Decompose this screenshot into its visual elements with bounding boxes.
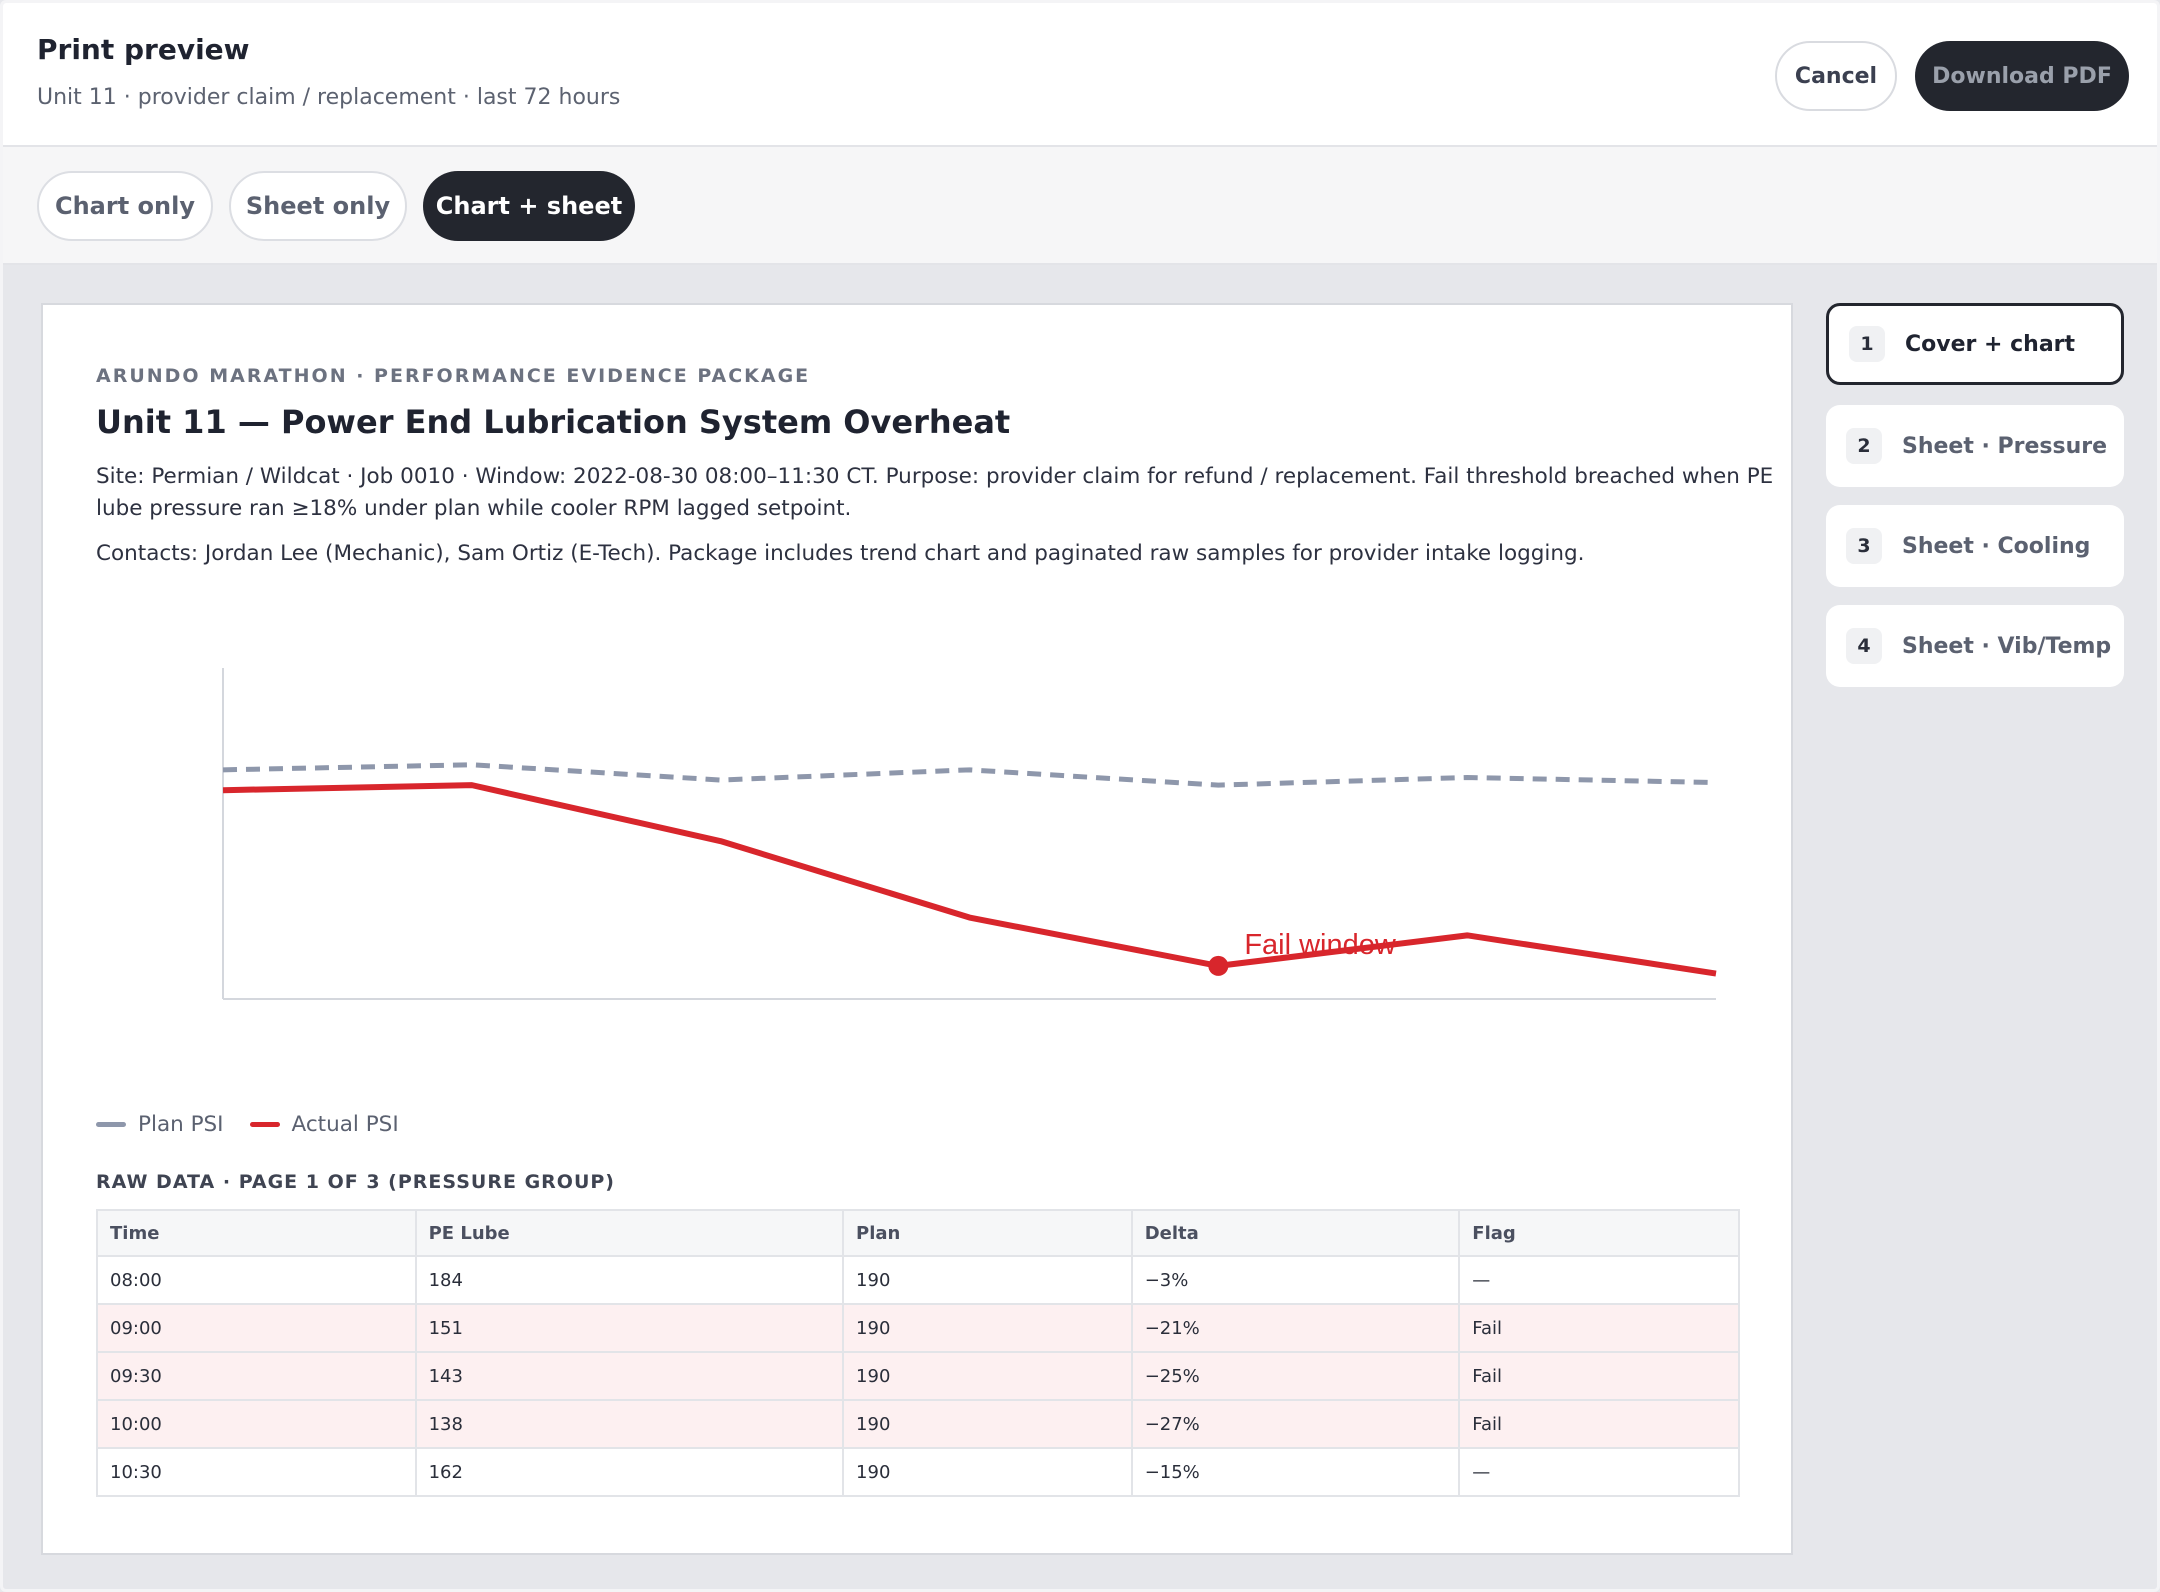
page-number-badge: 2 [1846,428,1882,464]
legend-item-plan: Plan PSI [96,1112,224,1137]
page-number-badge: 4 [1846,628,1882,664]
cell-time: 08:00 [96,1255,417,1305]
cell-pe-lube: 143 [414,1351,845,1401]
cell-time: 10:30 [96,1447,417,1497]
sidebar-item-cover-chart[interactable]: 1 Cover + chart [1826,303,2124,385]
table-header-row: Time PE Lube Plan Delta Flag [96,1209,1740,1257]
column-header-plan: Plan [842,1209,1133,1257]
document-page: ARUNDO MARATHON · PERFORMANCE EVIDENCE P… [41,303,1793,1555]
column-header-flag: Flag [1458,1209,1740,1257]
cell-plan: 190 [842,1303,1133,1353]
page-title: Print preview [37,33,250,66]
series-line-actual-psi [222,782,1717,977]
table-row: 08:00 184 190 −3% — [96,1255,1740,1305]
sidebar-item-label: Sheet · Vib/Temp [1902,633,2112,659]
column-header-time: Time [96,1209,417,1257]
cell-delta: −21% [1130,1303,1461,1353]
cell-pe-lube: 138 [414,1399,845,1449]
cell-flag: — [1458,1447,1740,1497]
cell-delta: −15% [1130,1447,1461,1497]
legend-swatch-plan [96,1121,126,1127]
page-subtitle: Unit 11 · provider claim / replacement ·… [37,85,621,110]
document-description: Site: Permian / Wildcat · Job 0010 · Win… [96,464,1774,521]
cell-plan: 190 [842,1447,1133,1497]
sidebar-item-label: Cover + chart [1905,331,2076,357]
cell-pe-lube: 151 [414,1303,845,1353]
cancel-button[interactable]: Cancel [1775,41,1897,111]
series-line-plan-psi [222,762,1717,788]
tab-chart-plus-sheet[interactable]: Chart + sheet [423,171,635,241]
document-eyebrow: ARUNDO MARATHON · PERFORMANCE EVIDENCE P… [96,365,811,387]
tab-chart-only[interactable]: Chart only [37,171,213,241]
table-row: 09:00 151 190 −21% Fail [96,1303,1740,1353]
sidebar-item-sheet-cooling[interactable]: 3 Sheet · Cooling [1826,505,2124,587]
cell-plan: 190 [842,1255,1133,1305]
sidebar-item-sheet-vib-temp[interactable]: 4 Sheet · Vib/Temp [1826,605,2124,687]
legend-label-actual: Actual PSI [291,1111,399,1137]
page-number-badge: 1 [1849,326,1885,362]
document-title: Unit 11 — Power End Lubrication System O… [96,403,1011,441]
cell-pe-lube: 162 [414,1447,845,1497]
sidebar-item-label: Sheet · Pressure [1902,433,2108,459]
cell-flag: Fail [1458,1351,1740,1401]
sidebar-item-label: Sheet · Cooling [1902,533,2091,559]
legend-swatch-actual [249,1121,280,1127]
chart-legend: Plan PSI Actual PSI [96,1109,425,1139]
raw-data-title: RAW DATA · PAGE 1 OF 3 (PRESSURE GROUP) [96,1171,615,1193]
table-row: 10:00 138 190 −27% Fail [96,1399,1740,1449]
cell-delta: −27% [1130,1399,1461,1449]
page-number-badge: 3 [1846,528,1882,564]
cell-pe-lube: 184 [414,1255,845,1305]
cell-time: 09:00 [96,1303,417,1353]
table-row: 10:30 162 190 −15% — [96,1447,1740,1497]
cell-flag: Fail [1458,1303,1740,1353]
cell-plan: 190 [842,1351,1133,1401]
cell-time: 10:00 [96,1399,417,1449]
layout-tabs: Chart only Sheet only Chart + sheet [3,147,2157,265]
legend-label-plan: Plan PSI [138,1111,224,1137]
download-pdf-button[interactable]: Download PDF [1915,41,2129,111]
cell-delta: −3% [1130,1255,1461,1305]
raw-data-table: Time PE Lube Plan Delta Flag 08:00 184 190… [96,1209,1740,1497]
cell-time: 09:30 [96,1351,417,1401]
legend-item-actual: Actual PSI [249,1111,399,1137]
fail-window-marker [1208,955,1229,976]
cell-flag: Fail [1458,1399,1740,1449]
column-header-pe-lube: PE Lube [414,1209,845,1257]
cell-flag: — [1458,1255,1740,1305]
pressure-trend-chart: Fail window [222,668,1717,1000]
cell-plan: 190 [842,1399,1133,1449]
fail-window-label: Fail window [1244,929,1397,961]
sidebar-item-sheet-pressure[interactable]: 2 Sheet · Pressure [1826,405,2124,487]
tab-sheet-only[interactable]: Sheet only [229,171,407,241]
header-bar: Print preview Unit 11 · provider claim /… [3,3,2157,147]
table-row: 09:30 143 190 −25% Fail [96,1351,1740,1401]
column-header-delta: Delta [1130,1209,1461,1257]
document-contacts: Contacts: Jordan Lee (Mechanic), Sam Ort… [96,541,1585,566]
cell-delta: −25% [1130,1351,1461,1401]
